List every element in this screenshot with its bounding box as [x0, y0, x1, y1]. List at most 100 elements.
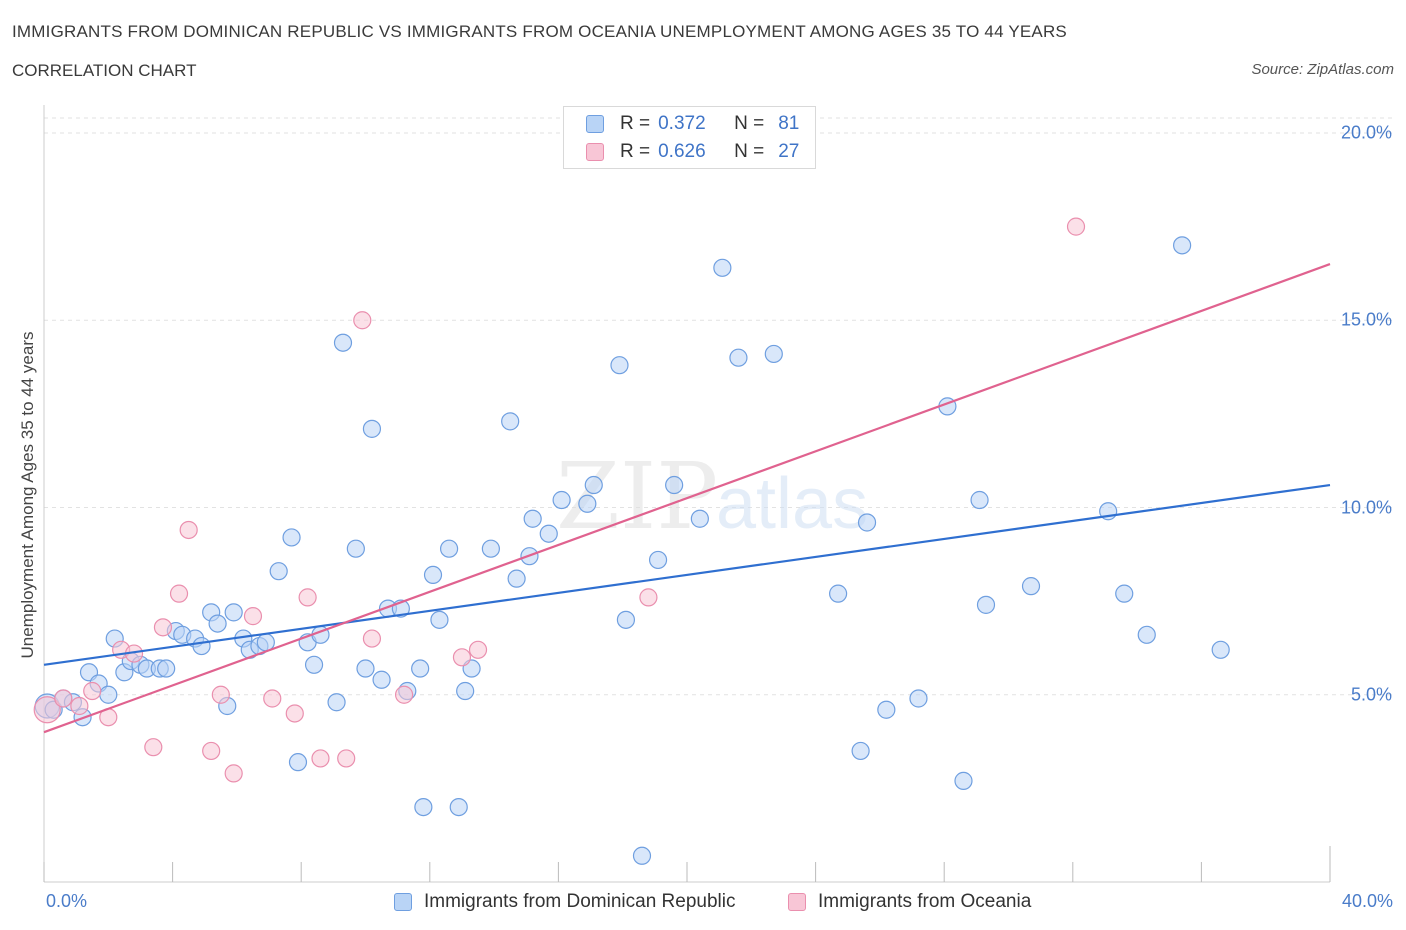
data-point-oceania	[394, 685, 414, 704]
data-point-dominican	[632, 846, 652, 865]
x-tick-max: 40.0%	[1341, 891, 1393, 911]
data-point-dominican	[970, 490, 989, 510]
data-point-dominican	[304, 655, 324, 674]
data-point-dominican	[208, 614, 227, 633]
data-point-oceania	[468, 640, 488, 659]
data-point-dominican	[356, 659, 375, 678]
data-point-oceania	[70, 696, 89, 716]
data-point-oceania	[337, 749, 356, 768]
data-point-dominican	[481, 539, 500, 558]
trend-line-dominican	[43, 483, 1331, 666]
data-point-dominican	[1115, 584, 1134, 603]
data-point-dominican	[439, 539, 459, 558]
data-point-oceania	[1066, 217, 1086, 236]
data-point-dominican	[430, 610, 449, 629]
data-point-dominican	[362, 419, 382, 438]
bottom-legend-label: Immigrants from Dominican Republic	[424, 891, 736, 912]
trend-line-oceania	[43, 263, 1331, 734]
y-axis-label: Unemployment Among Ages 35 to 44 years	[18, 331, 37, 659]
stats-legend: R = 0.372 N = 81 R = 0.626 N = 27	[563, 106, 816, 169]
y-tick-label: 5.0%	[1350, 684, 1392, 705]
series-dominican-points	[34, 236, 1230, 865]
data-point-dominican	[729, 348, 748, 367]
data-point-dominican	[157, 659, 176, 678]
x-tick-min: 0.0%	[46, 891, 88, 911]
legend-n-label: N =	[734, 113, 765, 134]
bottom-legend-swatch-pink	[788, 893, 806, 911]
data-point-oceania	[153, 618, 173, 637]
legend-r-label: R =	[620, 141, 651, 162]
y-tick-label: 20.0%	[1340, 122, 1392, 143]
y-tick-label: 10.0%	[1340, 497, 1392, 517]
data-point-dominican	[578, 494, 597, 513]
legend-r-label: R =	[620, 113, 651, 134]
data-point-dominican	[1211, 640, 1230, 659]
bottom-legend-oceania: Immigrants from Oceania	[788, 889, 1031, 915]
data-point-dominican	[665, 475, 684, 495]
data-point-dominican	[282, 528, 301, 547]
data-point-dominican	[456, 681, 475, 701]
data-point-dominican	[909, 689, 928, 708]
data-point-dominican	[327, 693, 346, 712]
legend-r-value: 0.626	[658, 141, 706, 162]
data-point-oceania	[243, 607, 263, 626]
data-point-oceania	[298, 588, 317, 607]
data-point-oceania	[639, 588, 658, 607]
data-point-oceania	[263, 689, 282, 708]
legend-n-value: 81	[778, 113, 800, 134]
data-point-dominican	[857, 513, 877, 532]
watermark: ZIP atlas	[556, 443, 868, 550]
data-point-dominican	[333, 333, 353, 352]
data-point-dominican	[610, 356, 629, 375]
data-point-dominican	[713, 258, 732, 277]
data-point-dominican	[414, 797, 433, 817]
data-point-dominican	[851, 741, 870, 761]
data-point-dominican	[346, 539, 365, 558]
data-point-oceania	[452, 648, 472, 667]
source-label: Source: ZipAtlas.com	[1251, 61, 1394, 78]
data-point-dominican	[829, 584, 848, 603]
data-point-oceania	[362, 629, 382, 648]
data-point-oceania	[224, 764, 243, 783]
grid-lines	[44, 117, 1392, 696]
data-point-dominican	[616, 610, 636, 629]
data-point-oceania	[179, 520, 198, 540]
data-point-dominican	[523, 509, 542, 528]
data-point-dominican	[411, 659, 430, 678]
axes	[43, 105, 1331, 883]
legend-row-dominican: R = 0.372 N = 81	[586, 112, 799, 136]
bottom-legend-dominican: Immigrants from Dominican Republic	[394, 889, 736, 915]
legend-row-oceania: R = 0.626 N = 27	[586, 140, 799, 164]
data-point-dominican	[288, 753, 308, 772]
data-point-dominican	[507, 569, 526, 588]
data-point-dominican	[423, 565, 443, 585]
data-point-dominican	[1173, 236, 1192, 255]
data-point-dominican	[372, 670, 391, 689]
data-point-dominican	[584, 475, 603, 495]
legend-r-value: 0.372	[658, 113, 706, 134]
data-point-dominican	[764, 344, 783, 364]
data-point-dominican	[690, 509, 709, 528]
data-point-dominican	[1137, 625, 1156, 644]
data-point-dominican	[976, 595, 996, 614]
legend-swatch-blue	[586, 115, 604, 133]
data-point-oceania	[311, 749, 330, 768]
data-point-oceania	[202, 741, 221, 761]
data-point-dominican	[539, 524, 558, 543]
data-point-oceania	[169, 584, 189, 603]
legend-swatch-pink	[586, 143, 604, 161]
legend-n-label: N =	[734, 141, 765, 162]
data-point-dominican	[449, 797, 468, 817]
data-point-oceania	[353, 311, 372, 330]
chart-subtitle: CORRELATION CHART	[12, 61, 197, 80]
data-point-oceania	[285, 704, 304, 723]
y-tick-label: 15.0%	[1340, 309, 1392, 330]
data-point-dominican	[501, 412, 520, 431]
bottom-legend-swatch-blue	[394, 893, 412, 911]
data-point-oceania	[54, 689, 73, 708]
legend-n-value: 27	[778, 141, 800, 162]
data-point-oceania	[33, 696, 61, 724]
data-point-dominican	[99, 685, 118, 704]
data-point-dominican	[269, 562, 288, 581]
